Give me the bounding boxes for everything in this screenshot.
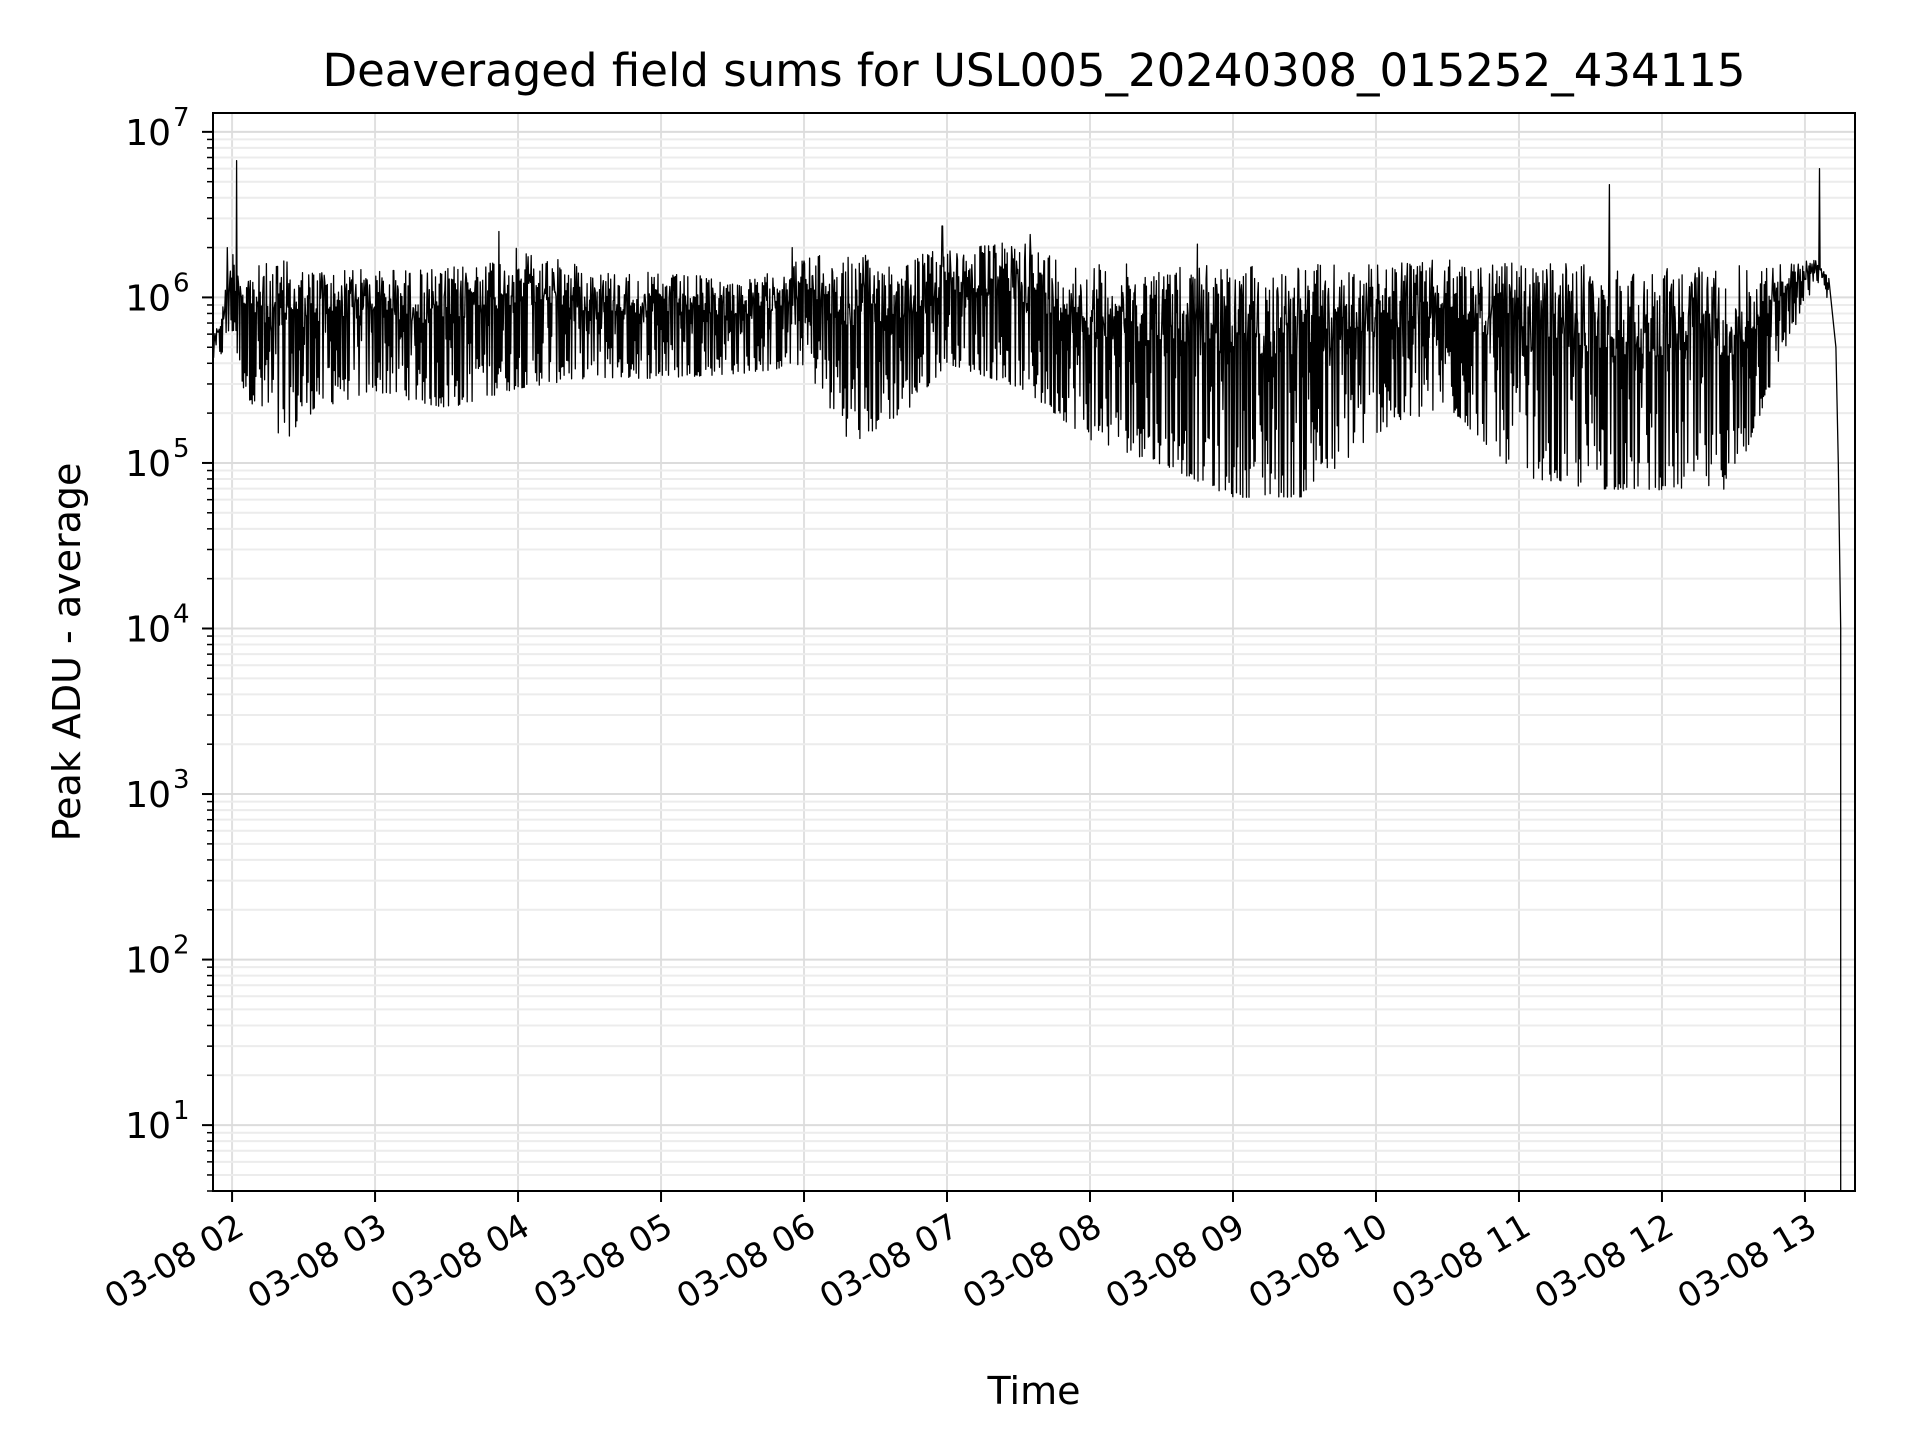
y-tick-label: 10 xyxy=(125,609,171,650)
y-tick-exponent: 6 xyxy=(173,268,190,298)
y-tick-exponent: 1 xyxy=(173,1096,190,1126)
series-line xyxy=(212,160,1842,1191)
y-tick-exponent: 3 xyxy=(173,765,190,795)
y-tick-label: 10 xyxy=(125,278,171,319)
y-tick-label: 10 xyxy=(125,775,171,816)
y-axis-label: Peak ADU - average xyxy=(45,463,89,842)
y-tick-label: 10 xyxy=(125,1106,171,1147)
y-tick-exponent: 5 xyxy=(173,434,190,464)
plot-frame xyxy=(212,112,1856,1192)
series-path xyxy=(212,160,1842,1191)
y-tick-exponent: 4 xyxy=(173,599,190,629)
y-tick-label: 10 xyxy=(125,113,171,154)
x-axis-label: Time xyxy=(987,1369,1081,1413)
y-tick-label: 10 xyxy=(125,941,171,982)
chart-title: Deaveraged field sums for USL005_2024030… xyxy=(322,44,1745,97)
y-tick-exponent: 7 xyxy=(173,103,190,133)
y-tick-exponent: 2 xyxy=(173,931,190,961)
y-tick-label: 10 xyxy=(125,444,171,485)
